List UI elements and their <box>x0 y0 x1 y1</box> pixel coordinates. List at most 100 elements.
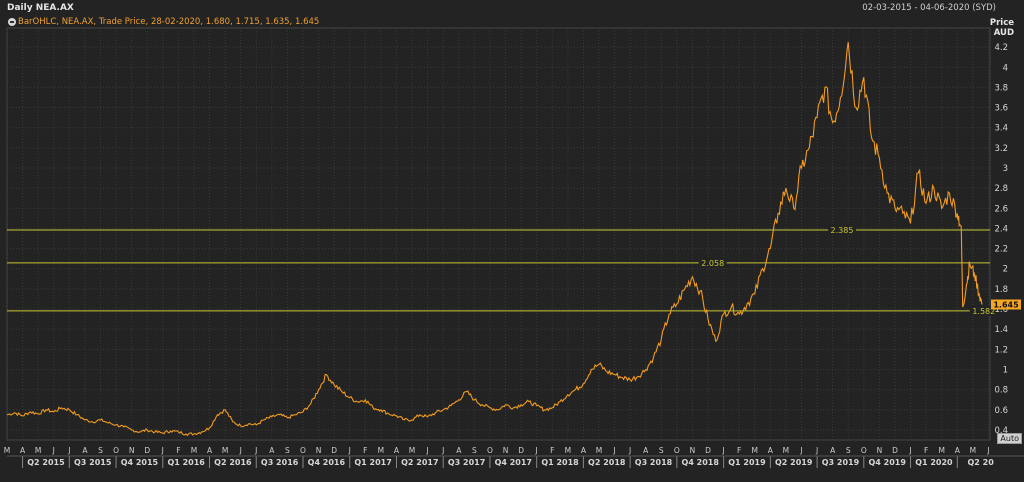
month-label: F <box>363 446 367 455</box>
month-label: J <box>535 446 538 455</box>
quarter-label: Q2 2018 <box>588 458 626 467</box>
month-label: J <box>815 446 818 455</box>
month-label: A <box>955 446 961 455</box>
month-label: M <box>409 446 415 455</box>
level-label: 2.058 <box>701 259 724 268</box>
month-label: J <box>239 446 242 455</box>
y-tick-label: 3 <box>1003 164 1008 174</box>
quarter-label: Q2 2015 <box>27 458 65 467</box>
y-tick-label: 2 <box>1003 265 1008 275</box>
quarter-label: Q4 2018 <box>682 458 720 467</box>
month-label: J <box>52 446 55 455</box>
y-tick-label: 2.8 <box>994 184 1008 194</box>
currency-axis-label: AUD <box>993 28 1014 38</box>
month-label: O <box>487 446 493 455</box>
price-series <box>6 42 983 437</box>
month-label: N <box>503 446 509 455</box>
month-label: S <box>846 446 851 455</box>
y-tick-label: 1.8 <box>994 285 1008 295</box>
month-label: N <box>129 446 135 455</box>
month-label: A <box>269 446 275 455</box>
month-label: S <box>98 446 103 455</box>
last-price-badge <box>991 299 1021 310</box>
plot-border <box>6 27 991 441</box>
legend-text: BarOHLC, NEA.AX, Trade Price, 28-02-2020… <box>18 17 320 27</box>
y-tick-label: 2.2 <box>994 245 1008 255</box>
month-label: M <box>4 446 10 455</box>
month-label: O <box>674 446 680 455</box>
month-label: J <box>908 446 911 455</box>
month-label: M <box>752 446 758 455</box>
y-tick-label: 0.8 <box>994 386 1008 396</box>
month-label: O <box>861 446 867 455</box>
quarter-label: Q1 2016 <box>167 458 205 467</box>
grid <box>6 27 991 441</box>
month-label: M <box>938 446 944 455</box>
month-label: M <box>565 446 571 455</box>
month-label: J <box>254 446 257 455</box>
month-label: F <box>924 446 928 455</box>
month-label: J <box>721 446 724 455</box>
y-tick-label: 3.2 <box>994 144 1008 154</box>
last-price-badge-group: 1.645 <box>991 299 1021 310</box>
month-label: M <box>783 446 789 455</box>
month-label: N <box>877 446 883 455</box>
y-tick-label: 4.2 <box>994 43 1008 53</box>
month-label: J <box>612 446 615 455</box>
month-label: J <box>628 446 631 455</box>
month-label: N <box>690 446 696 455</box>
month-label: J <box>441 446 444 455</box>
price-axis-label: Price <box>989 18 1014 28</box>
month-label: F <box>737 446 741 455</box>
month-label: J <box>161 446 164 455</box>
month-label: M <box>378 446 384 455</box>
quarter-label: Q4 2016 <box>308 458 346 467</box>
month-label: J <box>348 446 351 455</box>
month-label: A <box>82 446 88 455</box>
quarter-label: Q2 2019 <box>775 458 813 467</box>
month-label: A <box>581 446 587 455</box>
month-label: M <box>35 446 41 455</box>
month-label: A <box>207 446 213 455</box>
quarter-label: Q4 2019 <box>868 458 906 467</box>
month-label: S <box>285 446 290 455</box>
y-tick-label: 1.4 <box>994 325 1008 335</box>
quarter-label: Q1 2020 <box>915 458 953 467</box>
month-label: S <box>659 446 664 455</box>
quarter-label: Q1 2019 <box>728 458 766 467</box>
y-tick-label: 4 <box>1003 63 1008 73</box>
month-label: A <box>768 446 774 455</box>
month-label: D <box>518 446 524 455</box>
level-lines: 2.385 2.058 1.582 <box>7 224 998 316</box>
month-label: M <box>970 446 976 455</box>
level-label-bg <box>969 305 998 316</box>
quarter-label: Q2 2017 <box>401 458 438 467</box>
quarter-label: Q4 2015 <box>121 458 159 467</box>
month-label: D <box>331 446 337 455</box>
level-label: 1.582 <box>972 307 995 316</box>
y-tick-label: 3.6 <box>994 104 1008 114</box>
quarter-label: Q3 2019 <box>822 458 860 467</box>
month-label: A <box>394 446 400 455</box>
legend[interactable]: BarOHLC, NEA.AX, Trade Price, 28-02-2020… <box>8 17 319 27</box>
quarter-label: Q4 2017 <box>495 458 532 467</box>
y-tick-label: 1.2 <box>994 345 1008 355</box>
month-label: D <box>892 446 898 455</box>
series-options-icon[interactable] <box>8 18 16 26</box>
y-tick-label: 2.6 <box>994 204 1008 214</box>
quarter-label: Q2 2016 <box>214 458 252 467</box>
month-label: D <box>705 446 711 455</box>
month-label: O <box>113 446 119 455</box>
quarter-label: Q1 2018 <box>541 458 579 467</box>
auto-scale-button[interactable]: Auto <box>997 433 1022 444</box>
y-tick-label: 0.4 <box>994 426 1008 436</box>
date-range: 02-03-2015 - 04-06-2020 (SYD) <box>862 3 996 13</box>
chart-title: Daily NEA.AX <box>7 3 74 13</box>
month-label: A <box>456 446 462 455</box>
y-tick-label: 3.4 <box>994 124 1008 134</box>
month-label: A <box>643 446 649 455</box>
level-label-bg <box>698 257 727 268</box>
